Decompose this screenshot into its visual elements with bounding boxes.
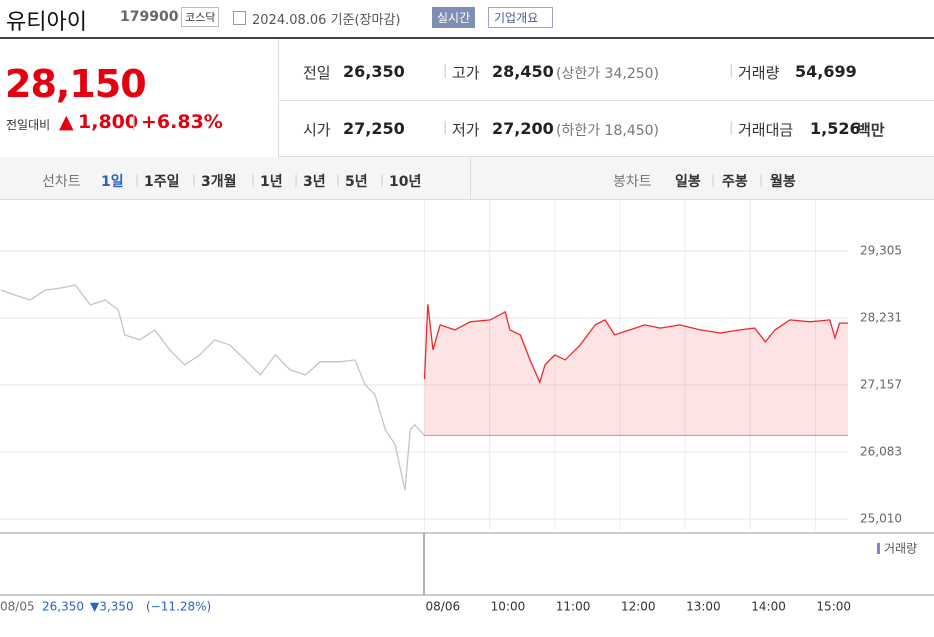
divider <box>279 100 934 101</box>
stat-value: 27,200 <box>492 119 554 138</box>
prev-close: 26,350 <box>42 600 84 614</box>
stat-value: 54,699 <box>795 62 857 81</box>
y-tick-label: 28,231 <box>860 311 902 325</box>
y-tick-label: 27,157 <box>860 378 902 392</box>
realtime-badge[interactable]: 실시간 <box>432 7 476 28</box>
tab[interactable]: 10년 <box>389 174 422 190</box>
separator: | <box>294 173 299 187</box>
x-tick-label: 10:00 <box>491 600 526 614</box>
tab[interactable]: 1주일 <box>144 174 180 190</box>
separator: | <box>135 173 140 187</box>
stat-note: (상한가 34,250) <box>556 66 660 82</box>
change-rate: +6.83% <box>141 111 223 133</box>
tab[interactable]: 1일 <box>101 174 124 190</box>
stat-note: (하한가 18,450) <box>556 123 660 139</box>
separator: | <box>729 120 734 135</box>
divider <box>0 37 934 39</box>
separator: | <box>729 63 734 78</box>
stat-value: 27,250 <box>343 119 405 138</box>
tab[interactable]: 일봉 <box>675 174 701 190</box>
tab[interactable]: 3개월 <box>201 174 237 190</box>
tab[interactable]: 5년 <box>345 174 368 190</box>
separator: | <box>192 173 197 187</box>
prev-date: 08/05 <box>0 600 35 614</box>
tab-group-label: 선차트 <box>42 174 81 190</box>
separator: | <box>759 173 764 187</box>
date: 2024.08.06 기준(장마감) <box>252 13 401 28</box>
area <box>424 304 848 436</box>
divider <box>470 157 471 199</box>
stat-label: 고가 <box>452 64 480 82</box>
separator: | <box>336 173 341 187</box>
stat-value: 1,526 <box>810 119 861 138</box>
stock-code: 179900 <box>120 9 179 25</box>
stat-label: 저가 <box>452 121 480 139</box>
separator: | <box>131 112 137 132</box>
legend-swatch <box>877 543 880 554</box>
x-tick-label: 08/06 <box>426 600 461 614</box>
volume-legend: 거래량 <box>884 542 917 556</box>
stat-label: 거래대금 <box>738 121 794 139</box>
y-tick-label: 26,083 <box>860 445 902 459</box>
x-tick-label: 12:00 <box>621 600 656 614</box>
stock-name: 유티아이 <box>6 10 87 35</box>
prev-change: ▼3,350 <box>90 600 134 614</box>
separator: | <box>443 120 448 135</box>
separator: | <box>251 173 256 187</box>
tab-group-label: 봉차트 <box>613 174 652 190</box>
tab-bar <box>0 157 934 200</box>
price-line <box>423 304 848 385</box>
y-tick-label: 29,305 <box>860 243 902 257</box>
tab[interactable]: 주봉 <box>722 174 748 190</box>
change: 1,800 <box>78 111 139 133</box>
price-line <box>0 284 425 491</box>
overview-button[interactable]: 기업개요 <box>488 7 554 28</box>
chart: 거래량 08/05 26,350 ▼3,350 (−11.28%) 25,010… <box>0 200 934 614</box>
x-tick-label: 15:00 <box>816 600 851 614</box>
stat-label: 시가 <box>303 121 331 139</box>
market-badge: 코스닥 <box>181 7 220 27</box>
stat-unit: 백만 <box>857 121 885 139</box>
divider <box>279 156 934 157</box>
separator: | <box>711 173 716 187</box>
separator: | <box>380 173 385 187</box>
stat-value: 28,450 <box>492 62 554 81</box>
tab[interactable]: 1년 <box>260 174 283 190</box>
x-tick-label: 13:00 <box>686 600 721 614</box>
price: 28,150 <box>5 62 147 106</box>
separator: | <box>443 63 448 78</box>
tab[interactable]: 3년 <box>303 174 326 190</box>
stat-label: 전일 <box>303 64 331 82</box>
change-arrow: ▲ <box>59 111 74 133</box>
tab[interactable]: 월봉 <box>770 174 796 190</box>
x-tick-label: 14:00 <box>751 600 786 614</box>
prev-rate: (−11.28%) <box>146 600 211 614</box>
calendar-icon <box>233 11 246 25</box>
stat-value: 26,350 <box>343 62 405 81</box>
x-tick-label: 11:00 <box>556 600 591 614</box>
change-label: 전일대비 <box>6 118 51 132</box>
stat-label: 거래량 <box>738 64 780 82</box>
y-tick-label: 25,010 <box>860 512 902 526</box>
